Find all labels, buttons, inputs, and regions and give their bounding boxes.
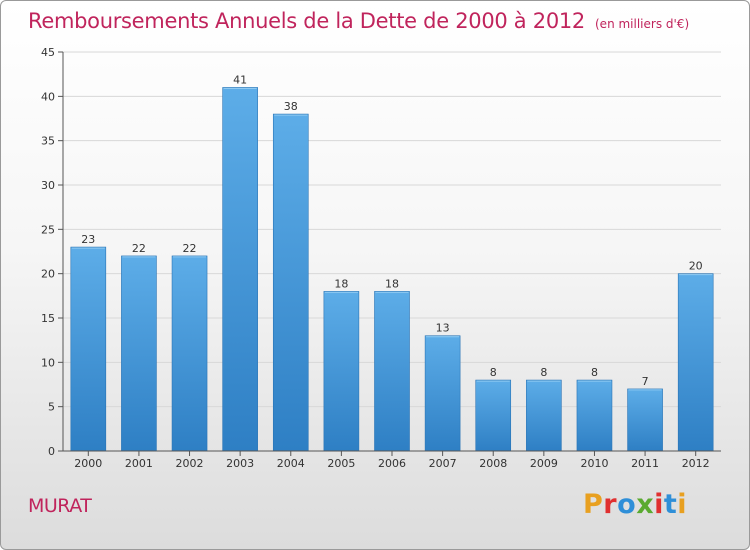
x-tick-label-2000: 2000 — [74, 457, 102, 470]
logo-letter: P — [583, 489, 604, 520]
data-label-2011: 7 — [642, 375, 649, 388]
data-label-2005: 18 — [334, 277, 348, 290]
data-label-2007: 13 — [436, 322, 450, 335]
data-label-2001: 22 — [132, 242, 146, 255]
x-tick-label-2004: 2004 — [277, 457, 305, 470]
y-tick-label: 25 — [41, 223, 55, 236]
place-name: MURAT — [28, 495, 92, 517]
data-label-2012: 20 — [689, 260, 703, 273]
logo-letter: t — [663, 489, 678, 520]
logo-letter: i — [654, 489, 664, 520]
data-label-2006: 18 — [385, 277, 399, 290]
chart-title: Remboursements Annuels de la Dette de 20… — [28, 9, 689, 33]
data-label-2010: 8 — [591, 366, 598, 379]
y-tick-label: 10 — [41, 356, 55, 369]
y-tick-label: 45 — [41, 46, 55, 59]
logo-letter: x — [636, 489, 655, 520]
y-tick-label: 5 — [48, 401, 55, 414]
bar-2006[interactable] — [374, 291, 410, 452]
chart-unit: (en milliers d'€) — [595, 17, 690, 31]
x-tick-label-2008: 2008 — [479, 457, 507, 470]
data-label-2004: 38 — [284, 100, 298, 113]
data-label-2002: 22 — [183, 242, 197, 255]
chart-title-text: Remboursements Annuels de la Dette de 20… — [28, 9, 585, 33]
logo-letter: r — [603, 489, 618, 520]
bar-2007[interactable] — [424, 335, 461, 452]
y-tick-label: 20 — [41, 268, 55, 281]
data-label-2009: 8 — [540, 366, 547, 379]
bar-2005[interactable] — [323, 291, 360, 452]
x-tick-label-2002: 2002 — [176, 457, 204, 470]
bar-2011[interactable] — [627, 388, 663, 452]
y-tick-label: 35 — [41, 135, 55, 148]
y-tick-label: 40 — [41, 90, 55, 103]
proxiti-logo[interactable]: Proxiti — [583, 489, 687, 520]
y-tick-label: 30 — [41, 179, 55, 192]
bar-2000[interactable] — [70, 246, 107, 452]
x-tick-label-2010: 2010 — [580, 457, 608, 470]
bar-2002[interactable] — [171, 255, 208, 452]
bar-2001[interactable] — [121, 255, 157, 452]
x-tick-label-2001: 2001 — [125, 457, 153, 470]
logo-letter: i — [677, 489, 688, 520]
x-tick-label-2006: 2006 — [378, 457, 406, 470]
bar-2012[interactable] — [677, 273, 714, 452]
data-label-2000: 23 — [81, 233, 95, 246]
data-label-2003: 41 — [233, 73, 247, 86]
axes: 0 5 10 15 20 25 30 35 40 45 2000 2001 2002 2003 2004 20… — [41, 46, 721, 470]
bars: 23 22 22 41 38 18 18 13 8 8 8 7 20 — [70, 73, 714, 452]
bar-2010[interactable] — [576, 379, 613, 452]
data-label-2008: 8 — [490, 366, 497, 379]
logo-letter: o — [617, 489, 637, 520]
x-tick-label-2005: 2005 — [327, 457, 355, 470]
y-tick-label: 0 — [48, 445, 55, 458]
bar-2008[interactable] — [475, 379, 512, 452]
x-tick-label-2011: 2011 — [631, 457, 659, 470]
x-tick-label-2007: 2007 — [429, 457, 457, 470]
bar-2004[interactable] — [272, 113, 309, 452]
y-tick-label: 15 — [41, 312, 55, 325]
x-tick-label-2009: 2009 — [530, 457, 558, 470]
bar-2009[interactable] — [526, 379, 562, 452]
x-tick-label-2003: 2003 — [226, 457, 254, 470]
x-tick-label-2012: 2012 — [682, 457, 710, 470]
bar-2003[interactable] — [222, 87, 258, 452]
